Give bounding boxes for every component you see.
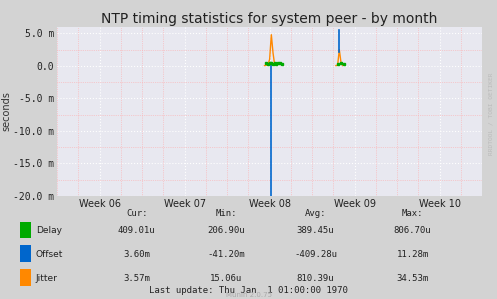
Text: Max:: Max: (402, 209, 423, 218)
Text: 11.28m: 11.28m (397, 250, 428, 259)
Text: Jitter: Jitter (36, 274, 58, 283)
Text: 806.70u: 806.70u (394, 226, 431, 235)
Y-axis label: seconds: seconds (2, 91, 12, 131)
Text: Cur:: Cur: (126, 209, 148, 218)
Text: 409.01u: 409.01u (118, 226, 156, 235)
Text: Avg:: Avg: (305, 209, 327, 218)
Text: 810.39u: 810.39u (297, 274, 334, 283)
Text: -409.28u: -409.28u (294, 250, 337, 259)
Text: 3.60m: 3.60m (123, 250, 150, 259)
Text: 389.45u: 389.45u (297, 226, 334, 235)
Text: 3.57m: 3.57m (123, 274, 150, 283)
Text: Offset: Offset (36, 250, 63, 259)
Text: RRDTOOL / TOBI OETIKER: RRDTOOL / TOBI OETIKER (489, 72, 494, 155)
Bar (20, 222, 31, 238)
Text: Last update: Thu Jan  1 01:00:00 1970: Last update: Thu Jan 1 01:00:00 1970 (149, 286, 348, 295)
Bar (20, 269, 31, 286)
Text: Min:: Min: (215, 209, 237, 218)
Text: 34.53m: 34.53m (397, 274, 428, 283)
Title: NTP timing statistics for system peer - by month: NTP timing statistics for system peer - … (101, 12, 438, 26)
Text: 15.06u: 15.06u (210, 274, 242, 283)
Text: Munin 2.0.75: Munin 2.0.75 (226, 292, 271, 298)
Bar (20, 245, 31, 262)
Text: -41.20m: -41.20m (207, 250, 245, 259)
Text: Delay: Delay (36, 226, 62, 235)
Text: 206.90u: 206.90u (207, 226, 245, 235)
